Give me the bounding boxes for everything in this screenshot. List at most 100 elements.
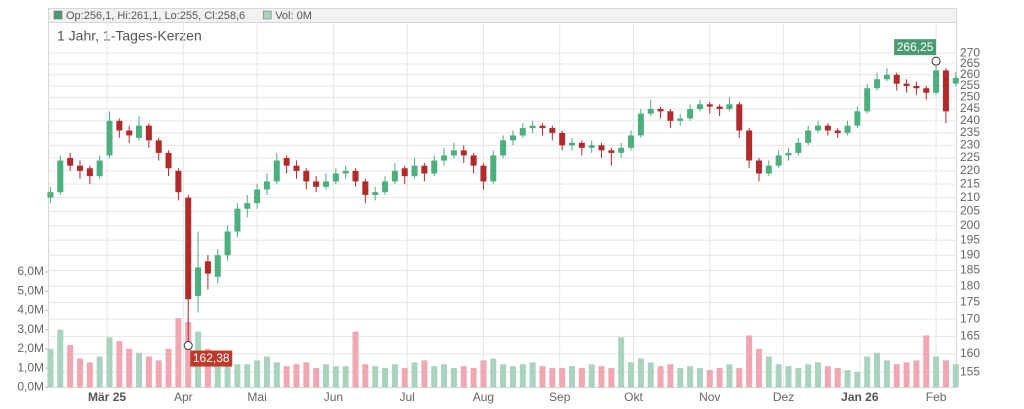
candle-body	[637, 113, 644, 136]
volume-bar	[874, 352, 881, 388]
volume-bar	[893, 364, 900, 388]
candle-body	[411, 165, 418, 177]
y-tick-label: 265	[960, 56, 980, 70]
volume-bar	[411, 362, 418, 388]
volume-bar	[293, 364, 300, 388]
volume-bar	[332, 366, 339, 388]
candle-body	[549, 128, 556, 133]
candle-body	[933, 70, 940, 93]
volume-bar	[273, 362, 280, 388]
y-tick-label: 155	[960, 364, 980, 378]
y-tick-label: 230	[960, 137, 980, 151]
candle-body	[382, 181, 389, 193]
y-tick-label: 185	[960, 263, 980, 277]
x-tick-label: Nov	[699, 390, 720, 404]
volume-bar	[67, 345, 74, 388]
candle-body	[362, 181, 369, 195]
volume-bar	[942, 360, 949, 388]
candle-body	[805, 130, 812, 143]
y-tick-label: 165	[960, 329, 980, 343]
volume-bar	[568, 366, 575, 388]
volume-bar	[76, 358, 83, 388]
volume-bar	[628, 362, 635, 388]
candle-body	[263, 181, 270, 190]
candle-body	[893, 74, 900, 84]
x-tick-label: Sep	[549, 390, 571, 404]
legend-label: Op:256,1, Hi:261,1, Lo:255, Cl:258,6	[66, 10, 245, 22]
candle-body	[942, 70, 949, 112]
volume-bar	[854, 371, 861, 388]
y2-tick-label: 5,0M	[17, 283, 44, 297]
candle-body	[450, 150, 457, 156]
volume-bar	[706, 370, 713, 388]
volume-bar	[647, 362, 654, 388]
volume-bar	[736, 368, 743, 388]
y-tick-label: 220	[960, 163, 980, 177]
candle-body	[490, 155, 497, 182]
y2-tick-label: 4,0M	[17, 303, 44, 317]
volume-bar	[441, 364, 448, 388]
volume-bar	[362, 364, 369, 388]
y-tick-label: 270	[960, 45, 980, 59]
annotation-box	[894, 39, 937, 56]
y-tick-label: 215	[960, 176, 980, 190]
legend-swatch	[53, 10, 63, 20]
x-tick-label: Feb	[926, 390, 947, 404]
candle-body	[372, 192, 379, 195]
volume-bar	[322, 364, 329, 388]
candle-body	[755, 160, 762, 174]
volume-bar	[490, 358, 497, 388]
y-tick-label: 175	[960, 295, 980, 309]
volume-bar	[618, 337, 625, 388]
candle-body	[342, 170, 349, 174]
annotation-point	[183, 341, 193, 351]
candle-body	[598, 145, 605, 151]
volume-bar	[765, 356, 772, 388]
candle-body	[313, 181, 320, 187]
y2-tick-label: 1,0M	[17, 360, 44, 374]
volume-bar	[598, 366, 605, 388]
x-tick-label: Jul	[399, 390, 414, 404]
volume-bar	[844, 370, 851, 388]
volume-bar	[923, 335, 930, 388]
volume-bar	[913, 360, 920, 388]
candle-body	[883, 74, 890, 80]
volume-bar	[224, 362, 231, 388]
volume-bar	[815, 362, 822, 388]
candle-body	[204, 261, 211, 274]
candle-body	[539, 125, 546, 129]
candle-body	[293, 165, 300, 171]
volume-bar	[313, 368, 320, 388]
y2-tick-label: 0,0M	[17, 379, 44, 393]
volume-bar	[372, 366, 379, 388]
candle-body	[618, 147, 625, 153]
volume-bar	[539, 366, 546, 388]
candle-body	[628, 135, 635, 148]
candle-body	[57, 160, 64, 193]
candle-body	[864, 88, 871, 112]
candle-body	[844, 125, 851, 133]
volume-bar	[824, 366, 831, 388]
volume-bar	[716, 368, 723, 388]
x-tick-label: Mai	[247, 390, 266, 404]
candle-body	[352, 170, 359, 182]
candle-body	[736, 104, 743, 131]
candle-body	[903, 83, 910, 86]
annotation-box	[190, 350, 233, 367]
y-tick-label: 240	[960, 113, 980, 127]
volume-bar	[578, 368, 585, 388]
candle-body	[647, 108, 654, 114]
legend-label: Vol: 0M	[275, 10, 312, 22]
candle-body	[96, 160, 103, 177]
volume-bar	[382, 368, 389, 388]
candle-body	[76, 165, 83, 171]
candle-body	[195, 267, 202, 296]
volume-bar	[637, 358, 644, 388]
candle-body	[332, 173, 339, 182]
y-tick-label: 210	[960, 190, 980, 204]
x-tick-label: Mär 25	[88, 390, 126, 404]
volume-bar	[933, 356, 940, 388]
volume-bar	[677, 368, 684, 388]
